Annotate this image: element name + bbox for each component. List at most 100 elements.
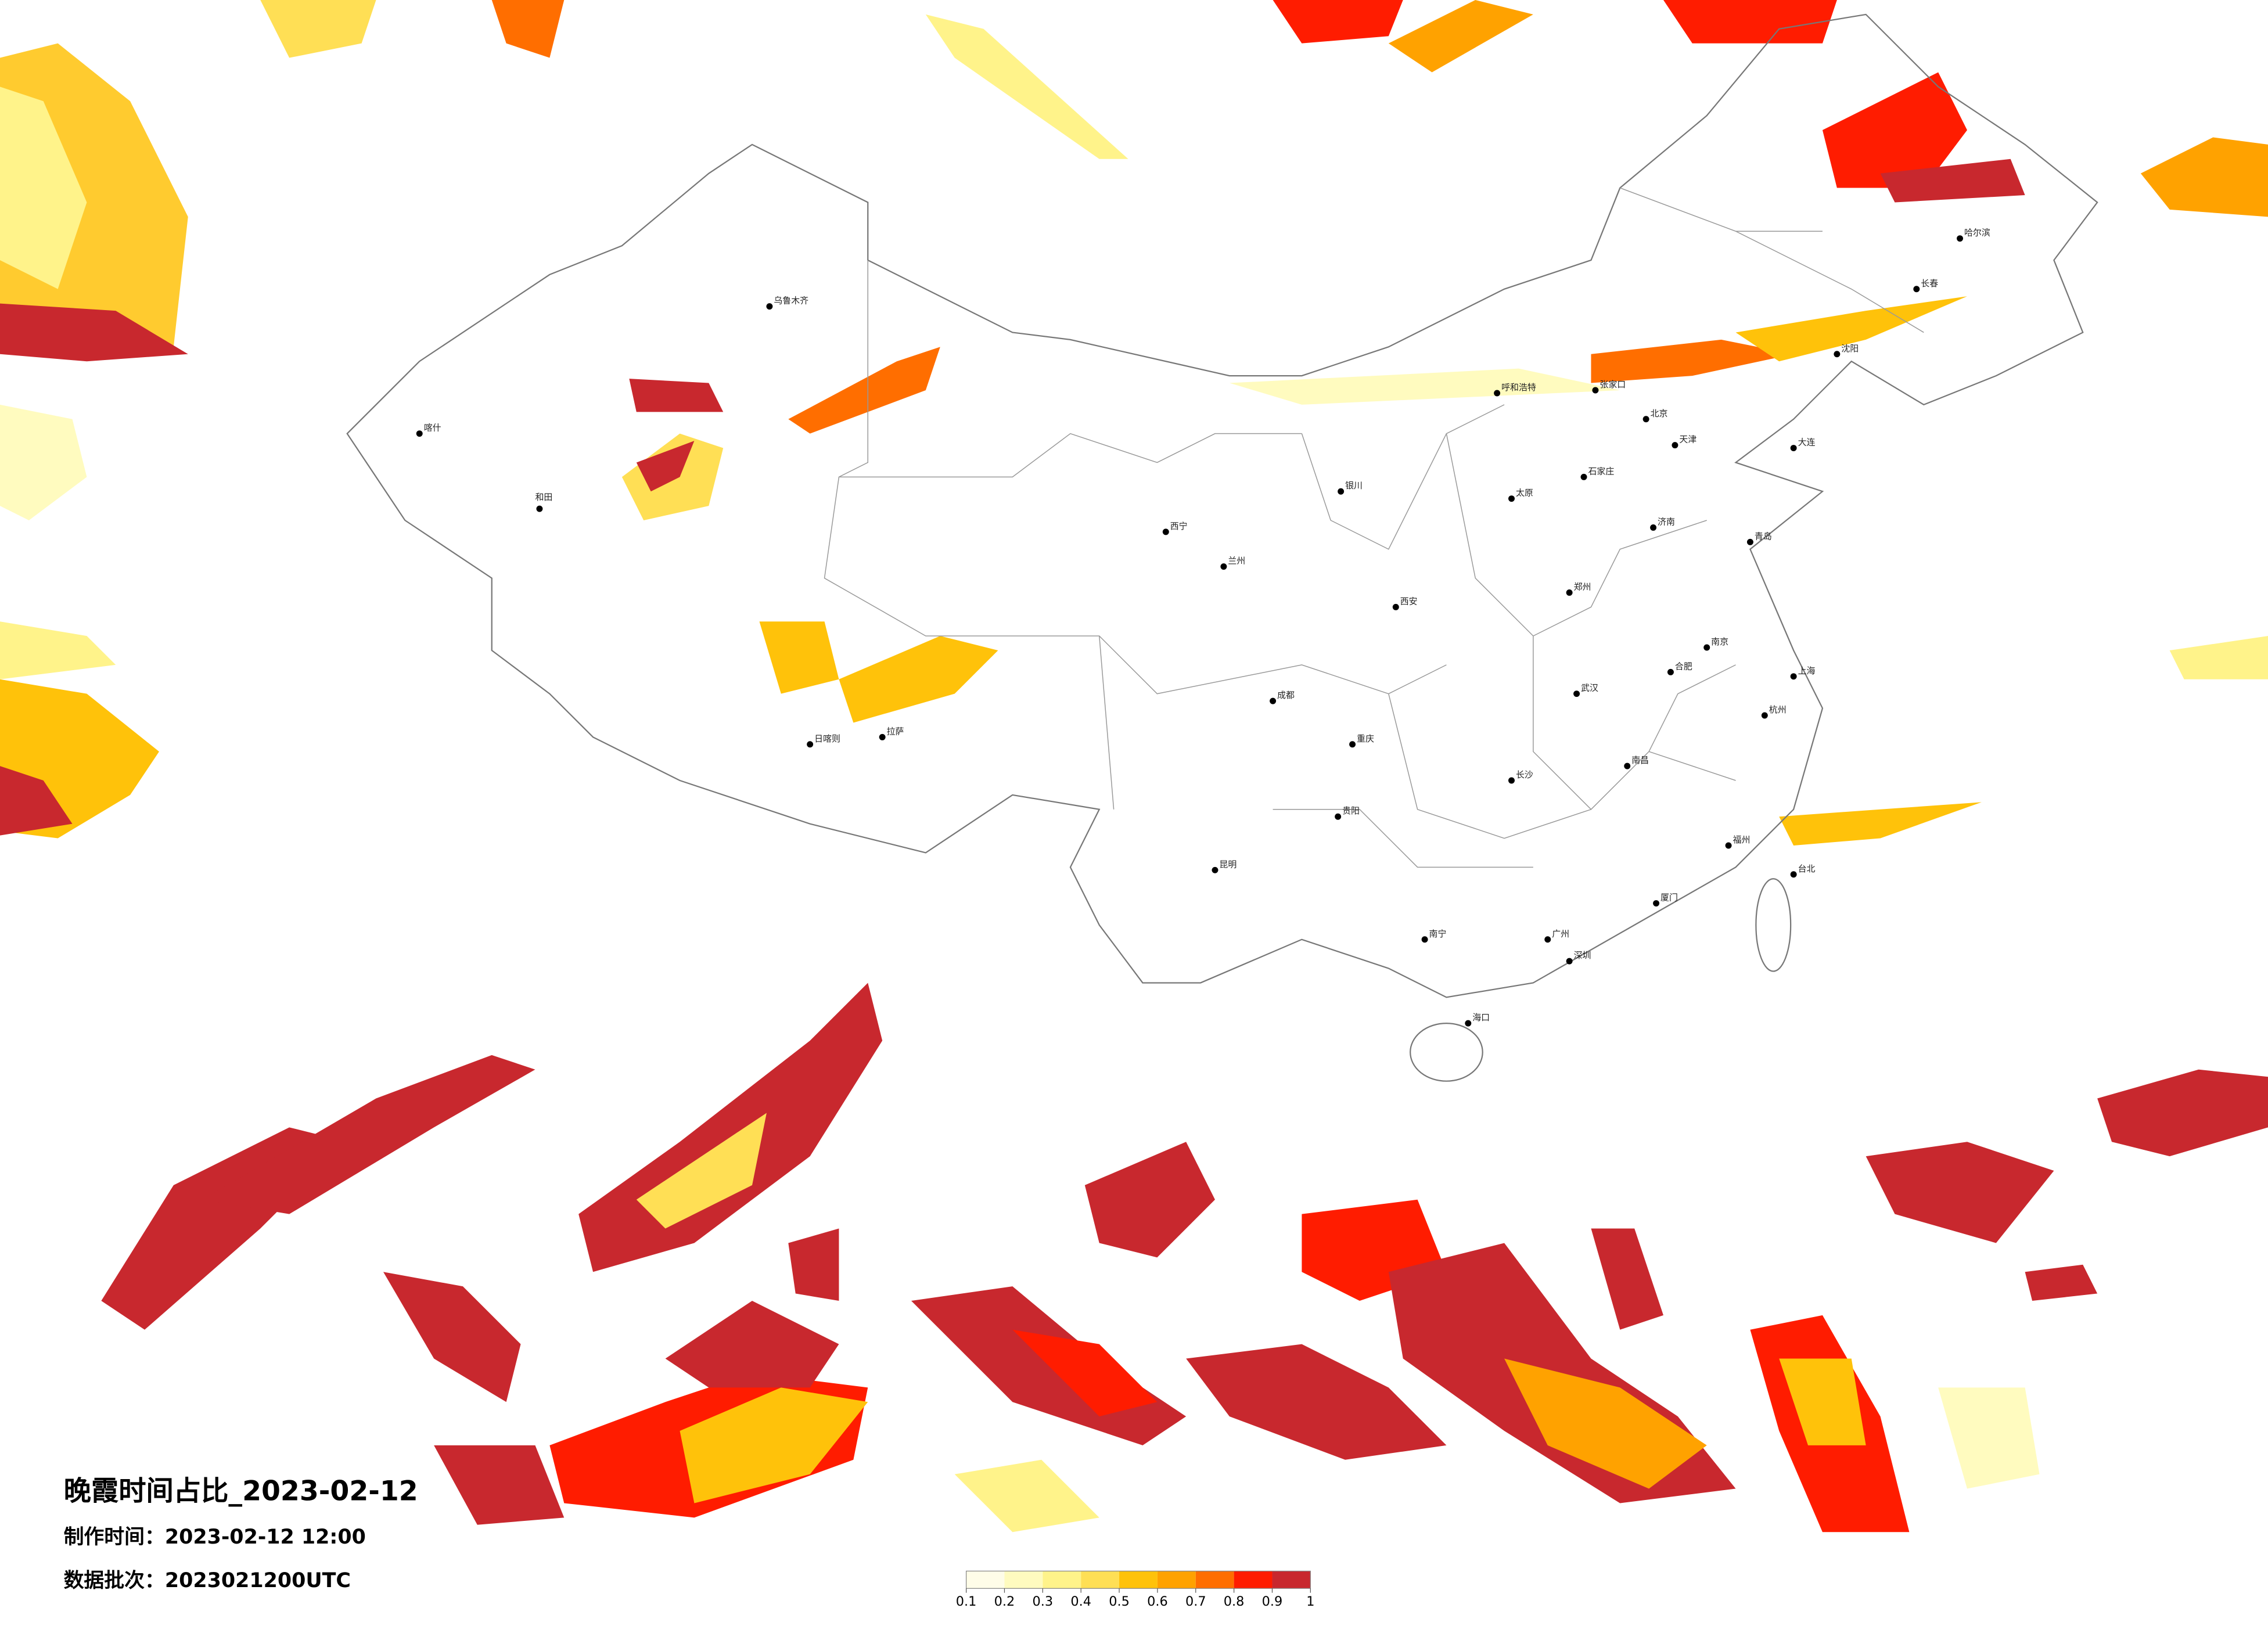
city-dot: [766, 303, 773, 310]
city-dot: [1667, 668, 1674, 675]
patch: [665, 1301, 839, 1388]
city-dot: [1566, 958, 1573, 965]
patch: [636, 1113, 767, 1229]
city-label: 北京: [1651, 408, 1668, 419]
patch: [2140, 137, 2268, 217]
colorbar-tick-label: 1: [1306, 1594, 1314, 1609]
city-label: 昆明: [1219, 859, 1237, 869]
city-dot: [416, 430, 423, 437]
city-label: 海口: [1472, 1012, 1490, 1023]
city-label: 石家庄: [1588, 466, 1614, 476]
colorbar-tick-label: 0.5: [1109, 1594, 1130, 1609]
city-dot: [1508, 777, 1515, 784]
city-label: 贵阳: [1342, 805, 1360, 816]
city-label: 厦门: [1660, 893, 1678, 903]
colorbar-tick-label: 0.8: [1224, 1594, 1245, 1609]
city-label: 郑州: [1574, 581, 1591, 592]
colorbar-tick-label: 0.9: [1262, 1594, 1283, 1609]
patch: [788, 347, 940, 434]
patch: [260, 0, 376, 58]
city-label: 沈阳: [1841, 343, 1859, 354]
province-lines: [824, 187, 1924, 868]
city-dot: [1349, 741, 1356, 748]
cloud-field: [0, 0, 2268, 1533]
boundaries: [346, 13, 2098, 1082]
city-dot: [1642, 416, 1649, 423]
colorbar-swatch: [1195, 1571, 1234, 1589]
city-dot: [1212, 866, 1219, 873]
city-dot: [1494, 390, 1501, 397]
city-label: 银川: [1345, 480, 1363, 491]
city-dot: [536, 505, 543, 512]
city-label: 呼和浩特: [1501, 382, 1536, 393]
city-dot: [1544, 936, 1551, 943]
patch: [2025, 1264, 2098, 1301]
patch: [2097, 1069, 2268, 1157]
patch: [434, 1445, 565, 1525]
city-label: 天津: [1679, 434, 1696, 445]
city-dot: [1508, 495, 1515, 502]
city-dot: [1650, 524, 1657, 531]
colorbar-swatch: [1272, 1571, 1311, 1589]
patch: [0, 303, 188, 362]
city-label: 合肥: [1675, 661, 1692, 671]
city-dot: [879, 733, 886, 740]
city-label: 南京: [1711, 636, 1728, 647]
city-dot: [1566, 589, 1573, 596]
patch: [1273, 0, 1403, 44]
city-label: 上海: [1798, 665, 1816, 676]
patch: [0, 621, 116, 679]
city-label: 长春: [1921, 278, 1938, 289]
city-dot: [1703, 644, 1710, 651]
patch: [1388, 0, 1533, 73]
city-dot: [1672, 442, 1678, 449]
patch: [1779, 802, 1982, 846]
city-label: 成都: [1277, 690, 1295, 700]
city-dot: [1746, 538, 1753, 545]
hainan-outline: [1410, 1023, 1483, 1082]
patch: [636, 441, 695, 492]
city-dot: [1421, 936, 1428, 943]
city-dot: [1580, 473, 1587, 480]
patch: [1229, 368, 1620, 405]
patch: [1591, 339, 1794, 383]
city-dot: [1957, 235, 1964, 242]
colorbar-swatch: [1043, 1571, 1081, 1589]
colorbar-swatch: [966, 1571, 1005, 1589]
patch: [1938, 1387, 2040, 1489]
city-label: 杭州: [1769, 704, 1787, 715]
city-dot: [1162, 528, 1169, 535]
city-dot: [1392, 603, 1399, 610]
city-label: 南昌: [1631, 755, 1649, 765]
colorbar-tick-label: 0.1: [956, 1594, 977, 1609]
city-label: 深圳: [1574, 950, 1591, 961]
colorbar-tick-label: 0.7: [1185, 1594, 1206, 1609]
patch: [383, 1272, 521, 1402]
colorbar-tick-label: 0.2: [994, 1594, 1015, 1609]
city-label: 重庆: [1357, 733, 1374, 744]
city-label: 长沙: [1516, 769, 1533, 780]
patch: [202, 1055, 535, 1214]
city-dot: [807, 741, 814, 748]
patch: [788, 1228, 839, 1301]
patch: [1591, 1228, 1663, 1330]
city-label: 台北: [1798, 864, 1816, 874]
city-label: 乌鲁木齐: [774, 296, 808, 306]
city-label: 南宁: [1429, 929, 1447, 939]
colorbar-frame: [965, 1570, 1311, 1589]
city-dot: [1913, 286, 1920, 293]
patch: [925, 14, 1128, 159]
patch: [1186, 1344, 1447, 1460]
colorbar-tick-label: 0.6: [1147, 1594, 1168, 1609]
patch: [1012, 1329, 1158, 1417]
city-dot: [1790, 673, 1797, 680]
city-dot: [1592, 387, 1599, 394]
city-dot: [1573, 690, 1580, 697]
city-label: 武汉: [1581, 683, 1598, 693]
city-label: 喀什: [424, 423, 441, 433]
city-label: 大连: [1798, 437, 1816, 448]
patch: [1866, 1142, 2054, 1243]
colorbar-swatch: [1081, 1571, 1120, 1589]
city-label: 太原: [1516, 488, 1533, 498]
taiwan-outline: [1755, 878, 1792, 972]
